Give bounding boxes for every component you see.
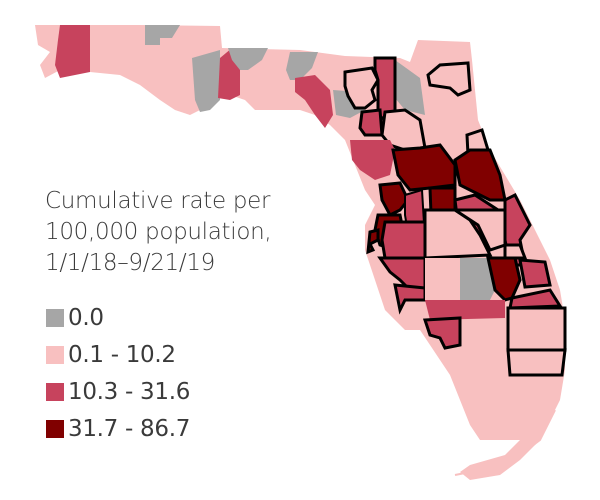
legend-title: Cumulative rate per 100,000 population, … — [45, 188, 272, 276]
legend-item-high: 31.7 - 86.7 — [46, 414, 190, 444]
county-mid — [393, 283, 427, 315]
county-mid — [55, 25, 90, 78]
county-low — [506, 306, 567, 352]
county-zero — [192, 50, 220, 112]
county-low — [506, 348, 567, 377]
county-low — [449, 208, 507, 252]
county-mid — [425, 300, 505, 320]
county-zero — [145, 25, 180, 45]
legend-item-low: 0.1 - 10.2 — [46, 340, 176, 370]
county-mid — [380, 220, 427, 260]
legend-label: 10.3 - 31.6 — [68, 379, 191, 405]
county-zero — [460, 258, 495, 300]
county-low — [503, 243, 528, 260]
county-low — [425, 258, 460, 300]
county-zero — [228, 48, 268, 70]
county-mid — [295, 75, 333, 128]
county-low — [343, 66, 380, 110]
legend-swatch-zero — [46, 309, 64, 327]
florida-state-base — [35, 25, 565, 480]
county-mid — [350, 140, 395, 180]
county-mid — [358, 108, 384, 137]
county-low — [426, 61, 472, 97]
legend-item-mid: 10.3 - 31.6 — [46, 377, 190, 407]
county-high — [366, 228, 380, 255]
legend-swatch-high — [46, 420, 64, 438]
county-high — [378, 181, 410, 217]
legend-swatch-mid — [46, 383, 64, 401]
florida-keys — [454, 409, 556, 476]
legend-label: 0.1 - 10.2 — [68, 342, 176, 368]
county-zero — [395, 60, 425, 115]
legend-swatch-low — [46, 346, 64, 364]
county-mid — [422, 316, 462, 350]
legend-item-zero: 0.0 — [46, 303, 104, 333]
county-zero — [286, 52, 318, 80]
county-mid — [518, 258, 552, 289]
legend-label: 31.7 - 86.7 — [68, 416, 191, 442]
county-mid — [508, 288, 563, 310]
county-high — [391, 143, 457, 192]
legend-label: 0.0 — [68, 305, 104, 331]
